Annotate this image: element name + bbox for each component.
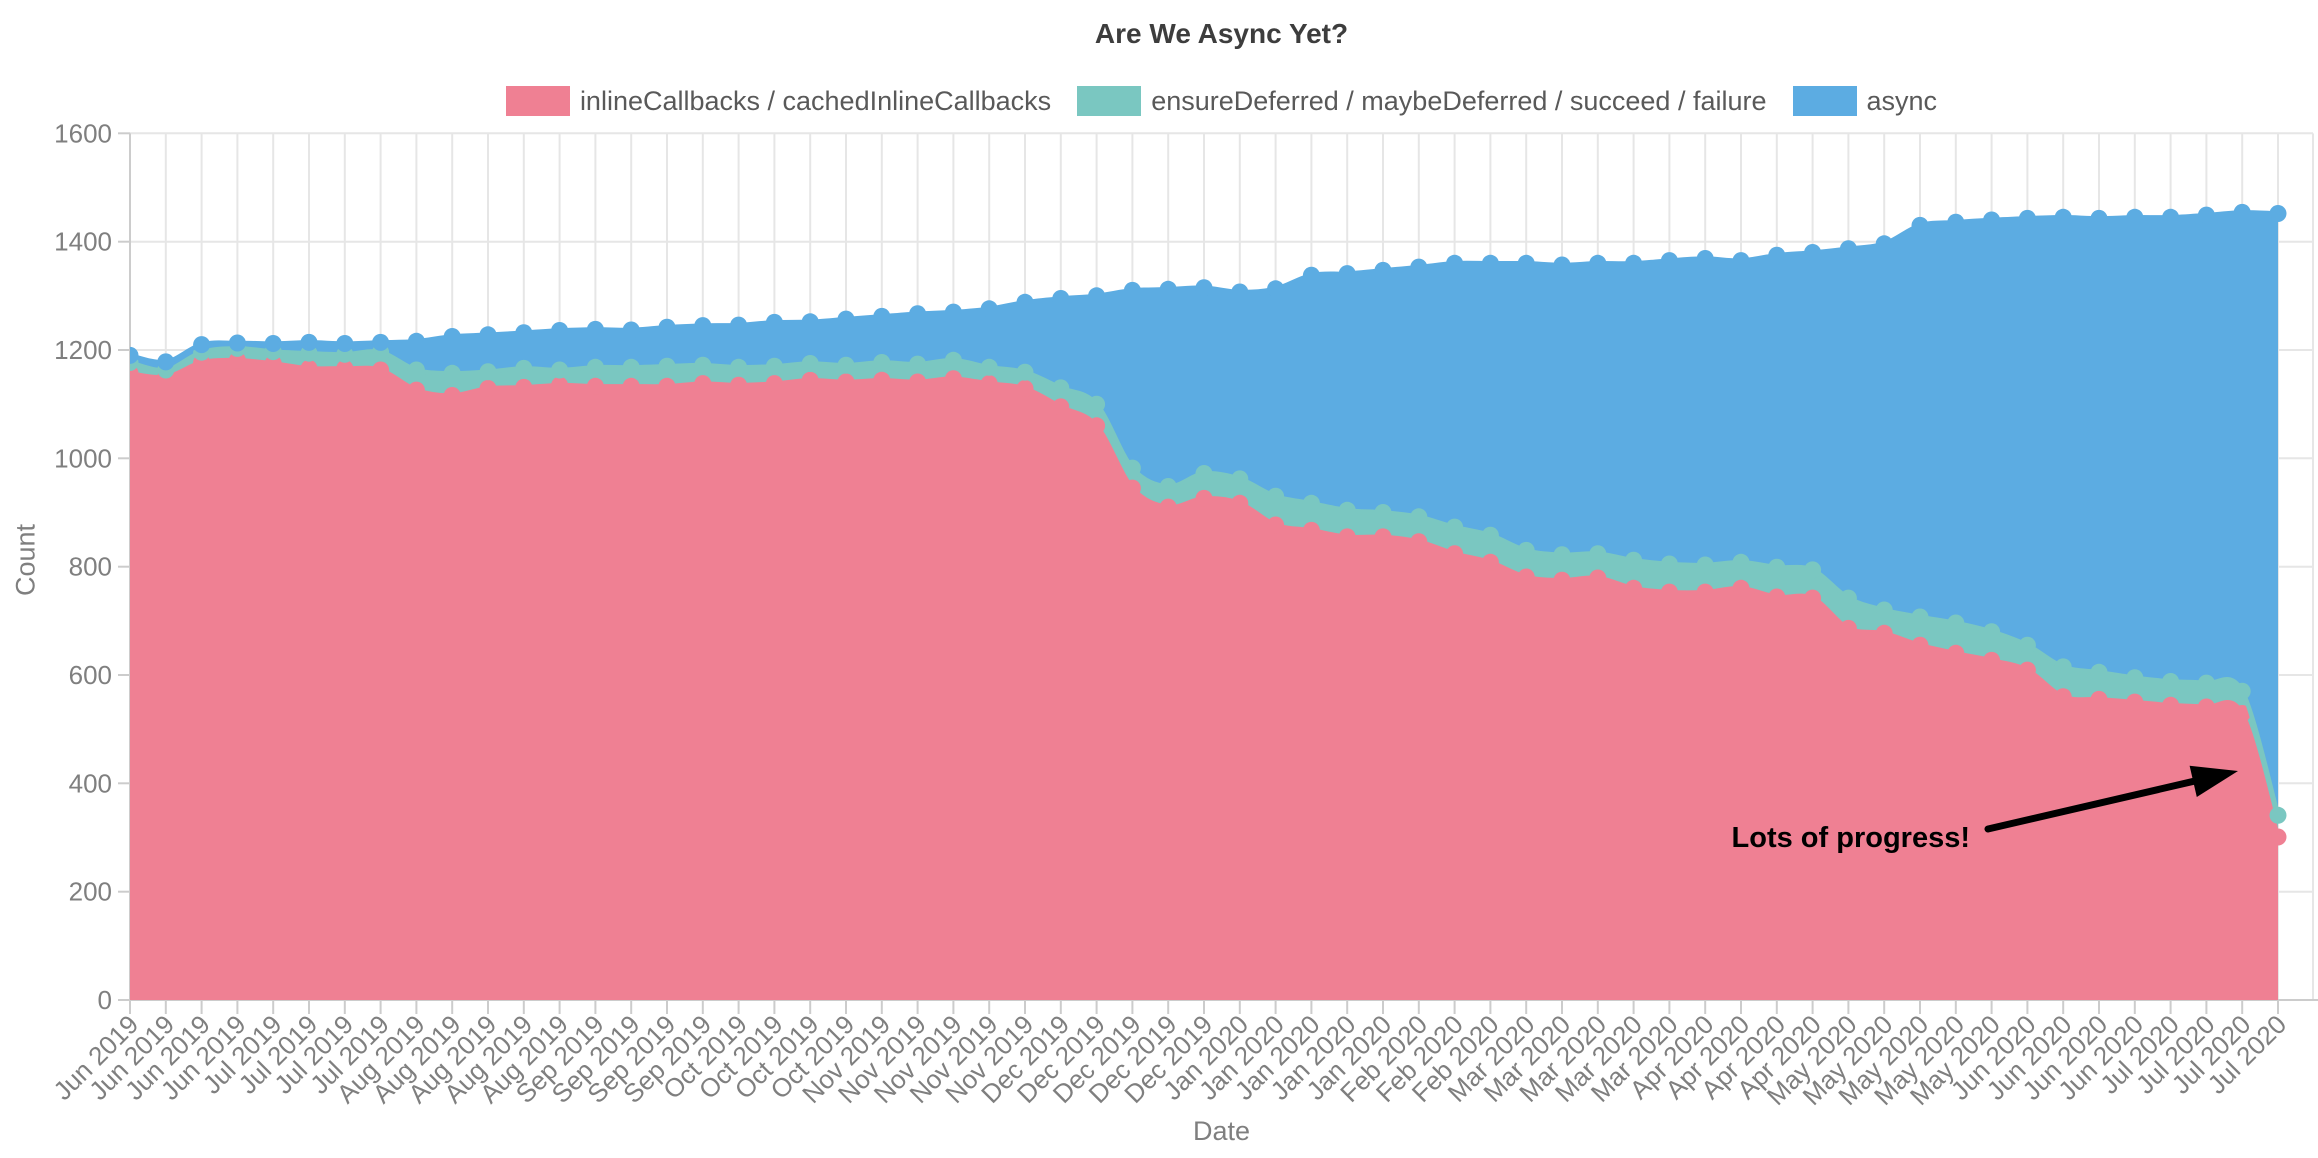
legend-label-async: async	[1866, 85, 1938, 116]
y-tick-label: 200	[69, 877, 112, 907]
legend-swatch-async	[1792, 86, 1857, 116]
annotation-arrow-line	[1984, 775, 2209, 833]
markers-async	[130, 203, 2287, 371]
y-tick-label: 400	[69, 768, 112, 798]
x-axis-title: Date	[1192, 1116, 1251, 1146]
y-tick-label: 800	[69, 552, 112, 582]
annotation-arrowhead	[2189, 765, 2238, 797]
legend-swatch-ensuredeferred	[1077, 86, 1142, 116]
legend-label-inlinecallbacks: inlineCallbacks / cachedInlineCallbacks	[579, 85, 1052, 116]
legend-item-async[interactable]: async	[1792, 85, 1938, 117]
annotation: Lots of progress!	[1732, 765, 2238, 854]
annotation-text: Lots of progress!	[1732, 822, 1970, 854]
y-tick-label: 1200	[54, 335, 112, 365]
area-inlinecallbacks	[130, 360, 2278, 1001]
series-areas	[130, 203, 2287, 1001]
y-tick-label: 1000	[54, 443, 112, 473]
legend-item-inlinecallbacks[interactable]: inlineCallbacks / cachedInlineCallbacks	[505, 85, 1052, 117]
legend: inlineCallbacks / cachedInlineCallbacks e…	[130, 84, 2313, 118]
legend-label-ensuredeferred: ensureDeferred / maybeDeferred / succeed…	[1151, 85, 1767, 116]
y-tick-label: 0	[98, 985, 112, 1015]
y-tick-label: 600	[69, 660, 112, 690]
y-tick-label: 1400	[54, 227, 112, 257]
y-tick-labels: 0 200 400 600 800 1000 1200 1400 1600	[54, 118, 112, 1015]
chart-title: Are We Async Yet?	[1094, 18, 1349, 49]
legend-swatch-inlinecallbacks	[505, 86, 570, 116]
y-tick-label: 1600	[54, 118, 112, 148]
markers-inlinecallbacks	[130, 351, 2287, 846]
legend-item-ensuredeferred[interactable]: ensureDeferred / maybeDeferred / succeed…	[1077, 85, 1767, 117]
y-axis-title: Count	[10, 523, 41, 597]
